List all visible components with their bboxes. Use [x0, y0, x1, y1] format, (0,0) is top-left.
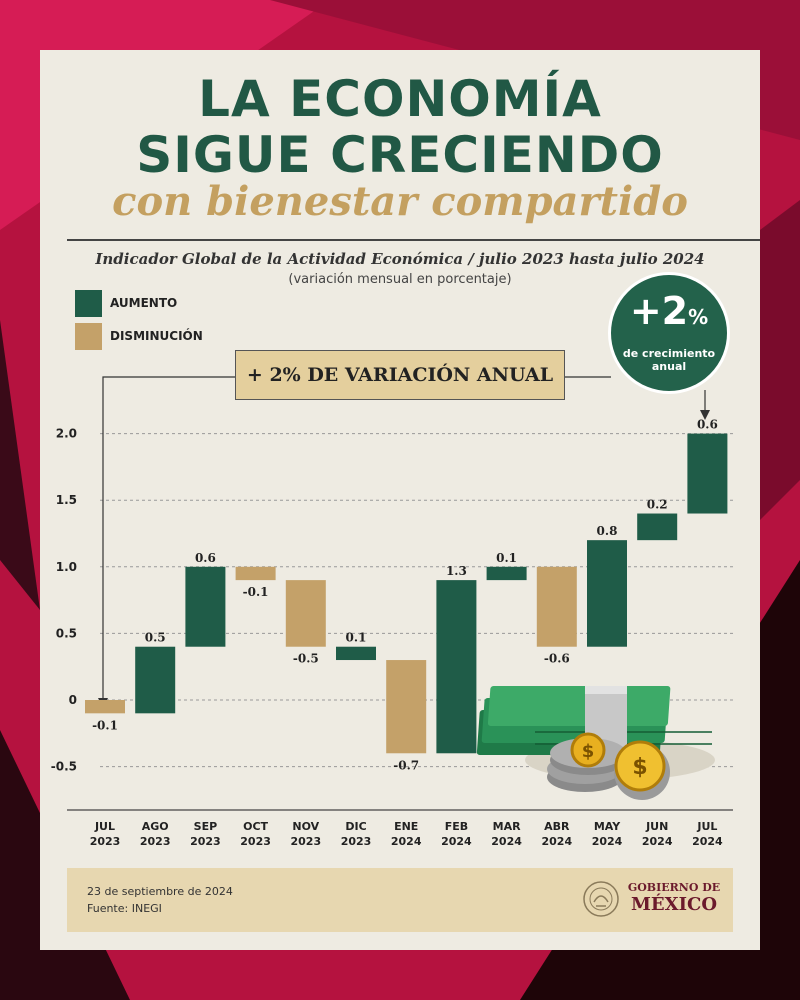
data-label: -0.1 [243, 585, 269, 599]
y-tick-label: 1.5 [56, 493, 77, 507]
x-tick-label: 2024 [441, 835, 472, 848]
bar [135, 646, 176, 714]
legend-label-increase: AUMENTO [110, 296, 178, 310]
y-tick-label: -0.5 [51, 760, 77, 774]
annual-growth-badge: +2% de crecimiento anual [608, 272, 730, 394]
data-label: 0.6 [697, 418, 718, 432]
x-tick-label: 2024 [692, 835, 723, 848]
svg-text:$: $ [582, 741, 595, 762]
divider [67, 239, 760, 241]
x-tick-label: DIC [345, 820, 366, 833]
x-tick-label: JUL [94, 820, 115, 833]
x-tick-label: 2024 [592, 835, 623, 848]
data-label: 1.3 [446, 564, 467, 578]
annual-variation-banner: + 2% DE VARIACIÓN ANUAL [235, 350, 565, 400]
data-label: -0.7 [393, 758, 419, 772]
footer-band: 23 de septiembre de 2024 Fuente: INEGI G… [67, 868, 733, 932]
y-tick-label: 2.0 [56, 427, 77, 441]
svg-text:$: $ [632, 755, 647, 780]
headline-line-2: SIGUE CRECIENDO [136, 126, 664, 184]
money-stack-icon: $ $ [476, 686, 715, 800]
data-label: 0.8 [597, 524, 618, 538]
data-label: 0.1 [496, 551, 517, 565]
data-label: -0.5 [293, 652, 319, 666]
legend-label-decrease: DISMINUCIÓN [110, 329, 203, 343]
x-tick-label: JUN [645, 820, 668, 833]
bar [436, 580, 477, 754]
x-tick-label: JUL [696, 820, 717, 833]
x-tick-label: OCT [243, 820, 268, 833]
bar [637, 513, 678, 541]
coat-of-arms-icon [583, 881, 619, 917]
bar [486, 566, 527, 581]
bar [185, 566, 226, 647]
x-tick-label: 2023 [190, 835, 221, 848]
data-source: Fuente: INEGI [87, 902, 162, 915]
data-label: -0.6 [544, 652, 570, 666]
data-label: 0.5 [145, 631, 166, 645]
bar [285, 580, 326, 647]
y-tick-label: 1.0 [56, 560, 77, 574]
x-tick-label: 2024 [541, 835, 572, 848]
growth-caption: de crecimiento anual [611, 347, 727, 373]
x-tick-label: 2023 [341, 835, 372, 848]
bar [235, 566, 276, 581]
growth-value: +2% [611, 289, 727, 333]
bar [85, 700, 125, 714]
bar [687, 433, 728, 514]
publish-date: 23 de septiembre de 2024 [87, 885, 233, 898]
growth-caption-line-1: de crecimiento [622, 347, 716, 360]
bar [336, 646, 376, 661]
y-tick-label: 0.5 [56, 626, 77, 640]
x-tick-label: MAR [493, 820, 521, 833]
infographic-card: LA ECONOMÍA SIGUE CRECIENDO con bienesta… [40, 50, 760, 950]
chart-title: Indicador Global de la Actividad Económi… [95, 250, 705, 268]
x-tick-label: 2023 [140, 835, 171, 848]
growth-caption-line-2: anual [651, 360, 687, 373]
bar [536, 566, 577, 647]
legend-swatch-increase [75, 290, 102, 317]
bar [587, 540, 627, 647]
headline-line-1: LA ECONOMÍA [198, 70, 602, 128]
x-tick-label: 2024 [491, 835, 522, 848]
annotation-arrow-left [102, 376, 235, 702]
data-label: 0.1 [346, 631, 367, 645]
x-tick-label: FEB [445, 820, 468, 833]
x-tick-label: 2024 [642, 835, 673, 848]
x-tick-label: MAY [594, 820, 621, 833]
x-tick-label: ABR [544, 820, 570, 833]
x-tick-label: NOV [292, 820, 319, 833]
x-tick-label: AGO [142, 820, 169, 833]
legend-swatch-decrease [75, 323, 102, 350]
x-tick-label: 2023 [290, 835, 321, 848]
data-label: 0.6 [195, 551, 216, 565]
x-tick-label: SEP [194, 820, 218, 833]
chart-subtitle: (variación mensual en porcentaje) [288, 272, 512, 287]
waterfall-chart: 2.0 1.5 1.0 0.5 0 -0.5 -0.1 0.5 0.6 -0.1 -0.5 0.1 -… [51, 376, 733, 848]
data-label: 0.2 [647, 498, 668, 512]
x-tick-label: 2024 [391, 835, 422, 848]
data-label: -0.1 [92, 718, 118, 732]
gov-logo-line-2: MÉXICO [630, 894, 718, 915]
x-tick-label: ENE [394, 820, 418, 833]
growth-number: +2 [629, 289, 689, 333]
headline-subtitle: con bienestar compartido [112, 178, 688, 225]
gov-logo-line-1: GOBIERNO DE [627, 881, 721, 894]
callout-arrowhead [700, 410, 710, 420]
y-tick-label: 0 [69, 693, 77, 707]
x-tick-label: 2023 [240, 835, 271, 848]
bar [386, 660, 427, 754]
growth-percent-sign: % [688, 305, 709, 329]
x-tick-label: 2023 [90, 835, 121, 848]
